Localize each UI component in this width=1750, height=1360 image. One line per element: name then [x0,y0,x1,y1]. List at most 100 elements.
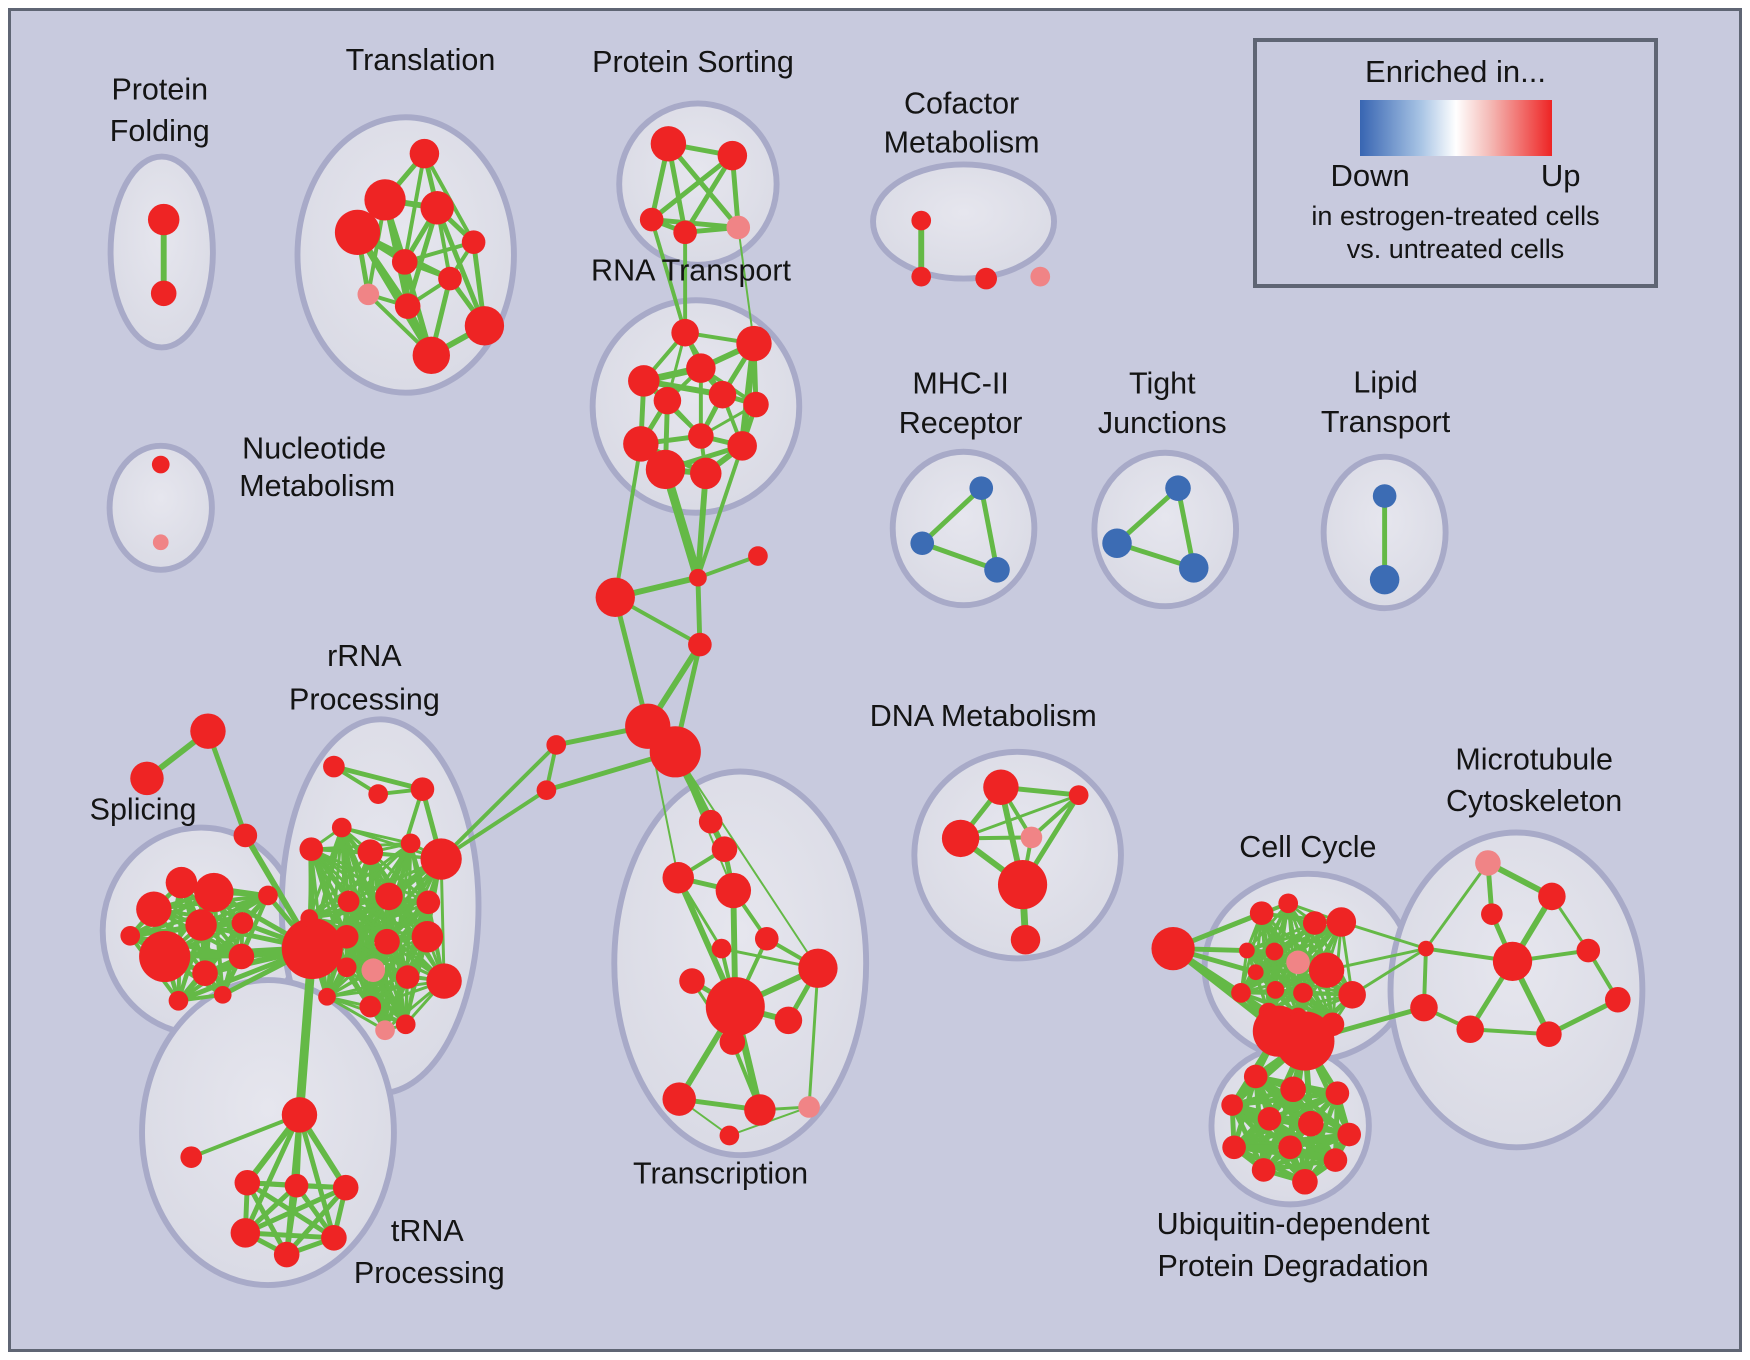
node-cc12 [1293,983,1313,1003]
cluster-label-cofactor-metabolism: Metabolism [884,126,1040,160]
cluster-label-cell-cycle: Cell Cycle [1239,830,1376,864]
edge [242,1185,349,1236]
cluster-label-nucleotide-metabolism: Nucleotide [242,432,386,466]
node-tj0 [1165,475,1191,501]
edge [665,141,741,230]
node-nm1 [152,534,169,551]
node-rr13 [374,928,400,955]
node-tr5 [391,249,418,275]
edge [1239,901,1290,995]
node-rr20 [359,995,382,1018]
node-cc18 [1275,1011,1335,1071]
node-bb9 [546,735,567,755]
cluster-label-lipid-transport: Lipid [1353,366,1417,400]
node-rr0 [323,755,345,778]
edge [674,750,819,970]
legend-gradient-bar [1359,100,1552,156]
node-rt0 [671,318,699,347]
cluster-label-protein-folding: Folding [110,114,210,148]
node-tn6 [321,1225,347,1251]
node-mt6 [1604,986,1631,1013]
node-rr1 [368,784,389,804]
cluster-label-microtubule-cytoskeleton: Cytoskeleton [1446,784,1622,818]
edge [1546,997,1621,1037]
node-rt8 [623,426,659,462]
node-ub11 [1292,1168,1318,1195]
node-tx0 [698,809,723,834]
node-rr19 [318,987,336,1006]
node-rr16 [336,957,357,978]
edge [1245,901,1290,953]
node-bb0 [281,918,343,980]
cluster-ellipse-cofactor-metabolism [870,161,1058,282]
edge [325,995,387,1032]
edge [382,197,434,358]
node-rr5 [357,839,384,865]
node-pf1 [150,280,177,307]
cluster-ellipse-nucleotide-metabolism [106,442,215,573]
node-tr1 [364,179,406,221]
edge [613,441,643,600]
node-tj1 [1102,528,1132,559]
node-sp2 [194,872,234,913]
legend: Enriched in... Down Up in estrogen-treat… [1253,38,1658,288]
node-cc1 [1249,901,1274,925]
cluster-label-tight-junctions: Junctions [1098,406,1227,440]
node-ub0 [1243,1064,1268,1089]
edge [242,1112,302,1236]
cluster-label-ubiquitin-degradation: Ubiquitin-dependent [1157,1207,1430,1241]
nodes-layer [120,126,1631,1268]
node-dn0 [983,769,1019,805]
cluster-label-translation: Translation [346,43,496,77]
node-tx9 [774,1006,803,1035]
edge [385,940,408,1026]
edge [737,226,755,345]
cluster-label-tight-junctions: Tight [1129,367,1196,401]
edge [695,443,745,580]
edge [402,151,427,264]
node-cc11 [1266,981,1285,999]
node-tr0 [409,138,440,169]
node-bb2 [130,761,164,796]
node-ps1 [717,140,748,171]
node-sp8 [228,943,255,970]
node-mt9 [1410,993,1438,1022]
edge [242,1230,337,1241]
edge [649,153,735,223]
node-sp6 [139,930,191,983]
node-ub5 [1298,1110,1324,1137]
node-rt4 [708,380,737,409]
cluster-label-lipid-transport: Transport [1321,405,1451,439]
node-tr9 [464,306,505,346]
cluster-label-microtubule-cytoskeleton: Microtubule [1455,743,1613,777]
edge [694,470,709,581]
node-mh1 [910,531,935,556]
cluster-label-rrna-processing: Processing [289,683,440,717]
node-pf0 [147,203,180,236]
node-tx1 [711,836,738,863]
node-mh2 [984,557,1010,583]
node-tx10 [719,1029,746,1055]
node-bb10 [536,780,557,801]
cluster-label-rrna-processing: rRNA [327,639,402,673]
node-cc2 [1278,893,1299,914]
node-rr9 [375,882,403,911]
node-rr7 [420,838,462,880]
node-ps4 [726,215,751,240]
node-ub7 [1222,1135,1246,1160]
figure-frame: Protein Folding Translation Protein Sorting… [8,8,1742,1352]
node-tx2 [662,862,694,894]
edge [439,788,549,862]
node-tn7 [273,1241,300,1268]
node-cc7 [1286,950,1310,975]
node-tn0 [281,1097,318,1133]
cluster-label-cofactor-metabolism: Cofactor [904,86,1019,120]
node-bb3 [233,823,258,848]
cluster-ellipse-trna-processing [139,977,397,1289]
node-cf3 [1030,266,1051,287]
node-cc10 [1231,983,1251,1003]
edge [331,764,425,792]
node-rr21 [375,1020,395,1041]
node-bb5 [595,577,635,618]
node-tx12 [744,1094,776,1126]
